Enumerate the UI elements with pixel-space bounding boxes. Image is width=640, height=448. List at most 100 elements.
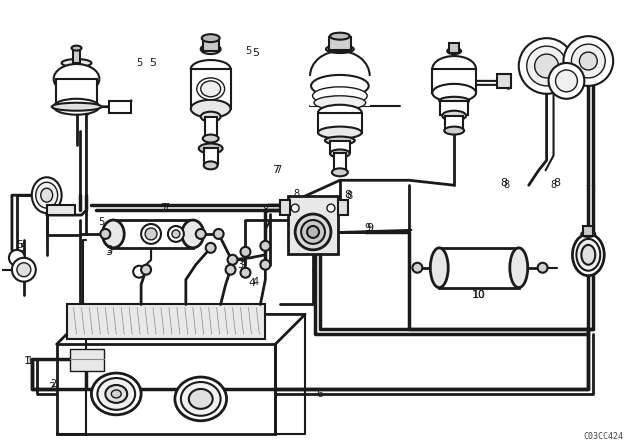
Circle shape — [519, 38, 575, 94]
Ellipse shape — [510, 248, 528, 288]
Text: 5: 5 — [149, 58, 156, 68]
Ellipse shape — [432, 56, 476, 82]
Text: 7: 7 — [275, 165, 282, 175]
Text: 7: 7 — [161, 203, 168, 213]
Circle shape — [301, 220, 325, 244]
Ellipse shape — [182, 220, 204, 248]
Text: 9: 9 — [366, 223, 373, 233]
Circle shape — [556, 70, 577, 92]
Ellipse shape — [442, 111, 466, 121]
Ellipse shape — [577, 239, 600, 271]
Circle shape — [538, 263, 548, 273]
Text: 8: 8 — [500, 178, 508, 188]
Ellipse shape — [326, 45, 354, 53]
Text: 8: 8 — [504, 180, 510, 190]
Circle shape — [214, 229, 223, 239]
Text: 8: 8 — [553, 178, 560, 188]
Ellipse shape — [92, 373, 141, 415]
Ellipse shape — [196, 78, 225, 100]
Text: 10: 10 — [472, 289, 486, 300]
Circle shape — [17, 263, 31, 277]
Circle shape — [241, 268, 250, 278]
Ellipse shape — [572, 234, 604, 276]
Circle shape — [327, 204, 335, 212]
Circle shape — [572, 44, 605, 78]
Circle shape — [141, 265, 151, 275]
Bar — [432, 69, 476, 93]
Circle shape — [225, 265, 236, 275]
Circle shape — [100, 229, 110, 239]
Circle shape — [291, 204, 299, 212]
Ellipse shape — [54, 99, 99, 115]
Ellipse shape — [32, 177, 61, 213]
Bar — [330, 141, 350, 152]
Bar — [56, 79, 97, 107]
Ellipse shape — [191, 60, 230, 78]
Text: 7: 7 — [163, 203, 169, 213]
Text: 5: 5 — [98, 217, 104, 227]
Circle shape — [295, 214, 331, 250]
Bar — [47, 205, 74, 215]
Bar — [497, 74, 511, 88]
Bar — [280, 200, 290, 215]
Circle shape — [260, 241, 270, 251]
Ellipse shape — [311, 75, 369, 97]
Bar — [203, 39, 219, 51]
Ellipse shape — [52, 103, 101, 111]
Ellipse shape — [181, 382, 221, 416]
Circle shape — [133, 266, 145, 278]
Ellipse shape — [175, 377, 227, 421]
Bar — [318, 113, 362, 133]
Bar — [440, 101, 468, 115]
Ellipse shape — [201, 112, 221, 122]
Ellipse shape — [430, 248, 448, 288]
Ellipse shape — [41, 188, 52, 202]
Bar — [72, 49, 81, 63]
Ellipse shape — [36, 182, 58, 208]
Ellipse shape — [581, 231, 595, 237]
Circle shape — [141, 224, 161, 244]
Bar — [334, 154, 346, 171]
Ellipse shape — [330, 150, 350, 157]
Ellipse shape — [581, 245, 595, 265]
Ellipse shape — [204, 161, 218, 169]
Text: 5: 5 — [245, 46, 252, 56]
Text: 3: 3 — [237, 260, 244, 270]
Bar — [191, 69, 230, 109]
Ellipse shape — [325, 137, 355, 145]
Bar — [439, 248, 519, 288]
Bar — [204, 148, 218, 164]
Ellipse shape — [432, 84, 476, 102]
Ellipse shape — [102, 220, 124, 248]
Circle shape — [9, 250, 25, 266]
Bar — [583, 226, 593, 236]
Ellipse shape — [332, 168, 348, 177]
Text: 8: 8 — [550, 180, 557, 190]
Ellipse shape — [447, 48, 461, 54]
Circle shape — [412, 263, 422, 273]
Bar — [445, 116, 463, 129]
Ellipse shape — [314, 96, 365, 110]
Circle shape — [241, 247, 250, 257]
Ellipse shape — [97, 378, 135, 410]
Ellipse shape — [61, 59, 92, 67]
Ellipse shape — [191, 100, 230, 118]
Circle shape — [579, 52, 597, 70]
Ellipse shape — [199, 143, 223, 154]
Text: 5: 5 — [252, 48, 259, 58]
Text: 5: 5 — [17, 240, 24, 250]
Circle shape — [534, 54, 559, 78]
Text: 2: 2 — [48, 382, 55, 392]
Bar — [109, 101, 131, 113]
Ellipse shape — [439, 97, 469, 105]
Text: 5: 5 — [136, 58, 142, 68]
Bar — [113, 220, 193, 248]
Text: 2: 2 — [51, 379, 57, 389]
Bar — [205, 116, 217, 137]
Ellipse shape — [318, 127, 362, 138]
Ellipse shape — [54, 64, 99, 94]
Text: 8: 8 — [347, 191, 353, 201]
Bar — [288, 196, 338, 254]
Text: 3: 3 — [106, 245, 113, 255]
Ellipse shape — [201, 81, 221, 97]
